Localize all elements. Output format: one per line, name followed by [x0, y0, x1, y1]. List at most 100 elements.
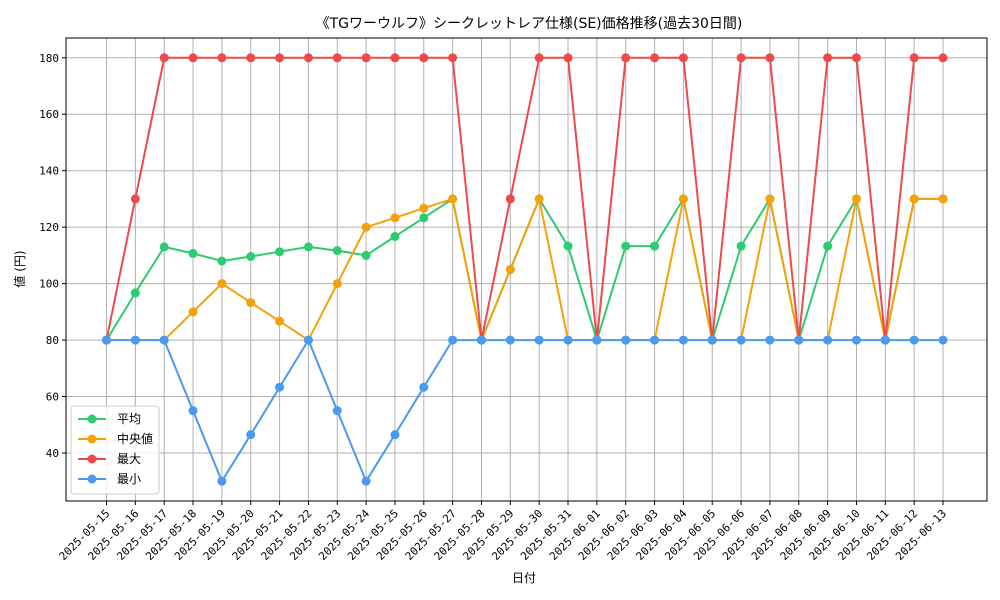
- data-point: [794, 335, 804, 345]
- legend-marker: [87, 434, 97, 444]
- data-point: [823, 335, 833, 345]
- data-point: [159, 335, 169, 345]
- legend-marker: [87, 474, 97, 484]
- data-point: [332, 406, 342, 416]
- data-point: [938, 53, 948, 63]
- data-point: [909, 53, 919, 63]
- data-point: [303, 242, 313, 252]
- data-point: [246, 53, 256, 63]
- data-point: [505, 335, 515, 345]
- data-point: [246, 298, 256, 308]
- series-line: [105, 56, 943, 342]
- data-point: [707, 335, 717, 345]
- data-point: [448, 53, 458, 63]
- data-point: [188, 406, 198, 416]
- data-point: [390, 213, 400, 223]
- data-point: [188, 248, 198, 258]
- legend-label: 平均: [117, 412, 141, 426]
- data-point: [650, 241, 660, 251]
- legend-item-3: 最小: [78, 472, 141, 486]
- data-point: [419, 213, 429, 223]
- data-point: [246, 430, 256, 440]
- y-tick-label: 80: [46, 334, 59, 347]
- data-point: [332, 246, 342, 256]
- data-point: [534, 335, 544, 345]
- data-point: [361, 222, 371, 232]
- data-point: [851, 194, 861, 204]
- data-point: [736, 53, 746, 63]
- chart-title: 《TGワーウルフ》シークレットレア仕様(SE)価格推移(過去30日間): [316, 16, 743, 32]
- data-point: [909, 335, 919, 345]
- data-point: [102, 335, 111, 345]
- data-point: [217, 279, 227, 289]
- x-axis-title: 日付: [512, 571, 536, 585]
- data-point: [332, 279, 342, 289]
- data-point: [217, 53, 227, 63]
- data-point: [130, 194, 140, 204]
- series-3: [102, 335, 948, 486]
- y-tick-label: 100: [39, 278, 59, 291]
- data-point: [448, 335, 458, 345]
- data-point: [476, 335, 486, 345]
- data-point: [303, 335, 313, 345]
- data-point: [217, 256, 227, 266]
- data-point: [678, 335, 688, 345]
- data-point: [419, 382, 429, 392]
- data-point: [159, 53, 169, 63]
- legend-label: 最小: [117, 472, 141, 486]
- data-point: [188, 307, 198, 317]
- data-point: [909, 194, 919, 204]
- legend-item-1: 中央値: [78, 431, 153, 446]
- data-point: [188, 53, 198, 63]
- data-point: [275, 247, 285, 257]
- y-axis: 40 60 80 100 120 140 160 180: [39, 52, 66, 460]
- data-point: [621, 53, 631, 63]
- data-point: [419, 203, 429, 213]
- data-point: [275, 316, 285, 326]
- data-point: [765, 194, 775, 204]
- legend-item-2: 最大: [78, 452, 141, 466]
- data-point: [621, 335, 631, 345]
- y-tick-label: 40: [46, 447, 59, 460]
- data-point: [332, 53, 342, 63]
- data-point: [678, 53, 688, 63]
- legend-item-0: 平均: [78, 412, 141, 426]
- data-point: [592, 335, 602, 345]
- y-tick-label: 120: [39, 221, 59, 234]
- data-point: [765, 335, 775, 345]
- data-point: [823, 53, 833, 63]
- legend-marker: [87, 454, 97, 464]
- data-point: [563, 241, 573, 251]
- y-tick-label: 140: [39, 165, 59, 178]
- data-point: [448, 194, 458, 204]
- series-group: [102, 53, 948, 486]
- data-point: [563, 53, 573, 63]
- data-point: [621, 241, 631, 251]
- data-point: [361, 53, 371, 63]
- data-point: [505, 194, 515, 204]
- y-tick-label: 180: [39, 52, 59, 65]
- data-point: [823, 241, 833, 251]
- legend-label: 最大: [117, 452, 141, 466]
- data-point: [880, 335, 890, 345]
- legend-label: 中央値: [117, 431, 153, 446]
- data-point: [736, 335, 746, 345]
- data-point: [678, 194, 688, 204]
- data-point: [419, 53, 429, 63]
- y-tick-label: 60: [46, 391, 59, 404]
- data-point: [303, 53, 313, 63]
- data-point: [159, 242, 169, 252]
- data-point: [736, 241, 746, 251]
- data-point: [563, 335, 573, 345]
- data-point: [246, 252, 256, 262]
- y-tick-label: 160: [39, 108, 59, 121]
- data-point: [650, 335, 660, 345]
- data-point: [361, 476, 371, 486]
- data-point: [851, 335, 861, 345]
- data-point: [765, 53, 775, 63]
- data-point: [938, 194, 948, 204]
